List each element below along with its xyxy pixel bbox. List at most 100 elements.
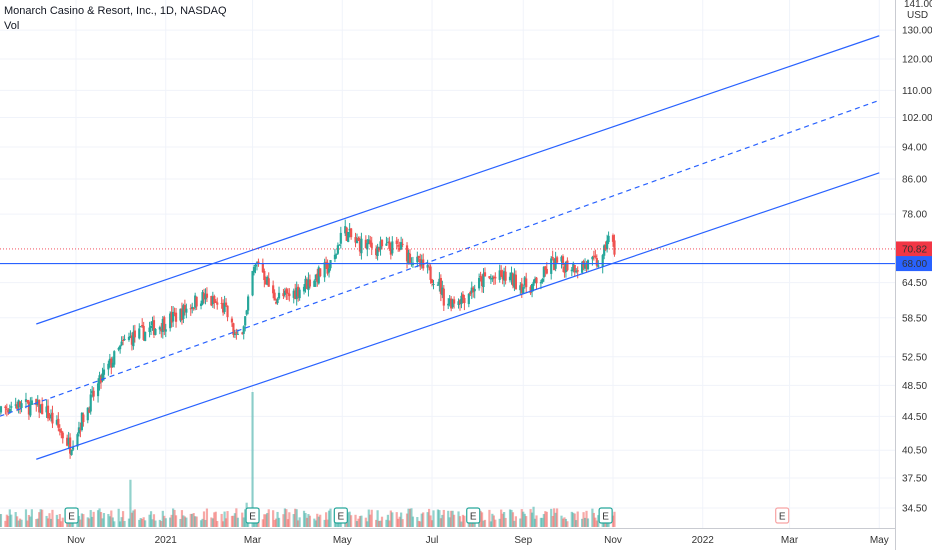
volume-bar — [554, 512, 557, 527]
candle-body — [27, 401, 31, 415]
candle-body — [461, 294, 465, 298]
candle-body — [29, 403, 32, 416]
candle-body — [441, 287, 444, 296]
candle-body — [317, 267, 320, 284]
candle-body — [213, 295, 216, 303]
candle-body — [448, 298, 451, 304]
candle-body — [39, 404, 42, 413]
volume-bar — [416, 517, 419, 527]
candle-body — [604, 244, 607, 250]
volume-bar — [133, 509, 136, 527]
volume-bar — [172, 508, 175, 527]
candle-body — [236, 333, 239, 335]
candle-body — [220, 302, 223, 304]
volume-bar — [307, 514, 310, 527]
candle-body — [252, 266, 256, 273]
candle-body — [170, 312, 173, 323]
price-tick-label: 34.50 — [902, 504, 927, 515]
volume-bar — [201, 518, 204, 527]
candle-body — [450, 298, 453, 309]
volume-bar — [555, 508, 559, 527]
volume-bar — [213, 512, 216, 527]
candle-body — [504, 271, 507, 281]
candle-body — [503, 271, 506, 281]
volume-bar — [35, 519, 38, 527]
volume-bar — [594, 517, 597, 527]
volume-bar — [26, 520, 29, 527]
volume-bar — [158, 519, 161, 527]
candle-body — [14, 404, 17, 406]
candle-body — [467, 293, 470, 305]
candle-body — [333, 254, 337, 260]
volume-bar — [77, 515, 81, 527]
volume-bar — [489, 521, 492, 527]
earnings-marker-badge — [333, 507, 348, 524]
candle-body — [532, 281, 535, 286]
candle-body — [294, 290, 297, 300]
candle-body — [244, 316, 247, 326]
volume-bar — [429, 515, 432, 527]
volume-bar — [288, 512, 291, 527]
candle-body — [348, 228, 351, 231]
candle-body — [77, 427, 81, 434]
price-tick-label: 58.50 — [902, 313, 927, 324]
volume-bar — [442, 509, 445, 527]
volume-bar — [276, 511, 279, 527]
candle-body — [80, 412, 83, 431]
candle-body — [570, 269, 573, 272]
candle-body — [57, 418, 60, 428]
time-tick-label: 2021 — [155, 535, 178, 546]
candle-body — [366, 243, 369, 250]
candle-body — [45, 406, 48, 413]
volume-bar — [29, 516, 32, 527]
volume-bar — [544, 511, 547, 527]
candle-body — [377, 248, 381, 251]
volume-bar — [173, 509, 176, 527]
candle-body — [376, 246, 379, 256]
earnings-marker-label: E — [249, 512, 256, 523]
volume-bar — [561, 518, 565, 527]
candle-body — [101, 373, 104, 381]
candle-body — [553, 258, 556, 271]
volume-bar — [335, 521, 338, 527]
volume-bar — [27, 514, 31, 527]
volume-bar — [325, 512, 328, 527]
volume-bar — [226, 511, 229, 527]
candle-body — [204, 294, 207, 300]
volume-bar — [545, 511, 548, 527]
volume-bar — [400, 512, 403, 527]
candle-body — [292, 290, 295, 298]
price-tick-label: 52.50 — [902, 352, 927, 363]
earnings-marker: E — [333, 507, 348, 524]
candle-body — [10, 406, 13, 408]
volume-bar — [132, 510, 135, 527]
candle-body — [148, 327, 151, 333]
volume-bar — [377, 520, 381, 527]
volume-bar — [89, 510, 92, 527]
volume-bar — [522, 511, 525, 527]
candle-body — [222, 303, 225, 313]
volume-bar — [355, 521, 359, 527]
candle-body — [182, 305, 185, 319]
candle-body — [129, 336, 132, 338]
volume-bar — [482, 520, 485, 527]
candle-body — [420, 260, 423, 265]
candle-body — [563, 266, 566, 273]
candle-body — [482, 273, 485, 288]
volume-bar — [205, 508, 209, 527]
volume-bar — [163, 515, 166, 527]
volume-bar — [613, 511, 616, 527]
candle-body — [69, 437, 72, 454]
candle-body — [235, 332, 238, 334]
candle-body — [67, 438, 70, 445]
last-price-badge-label: 70.82 — [902, 244, 927, 255]
volume-bar — [294, 508, 297, 527]
volume-bar — [407, 508, 410, 527]
candle-body — [86, 407, 89, 421]
candle-body — [501, 275, 504, 280]
candle-body — [108, 358, 111, 365]
volume-bar — [298, 517, 301, 527]
candle-body — [367, 239, 370, 244]
volume-bar — [86, 517, 89, 527]
